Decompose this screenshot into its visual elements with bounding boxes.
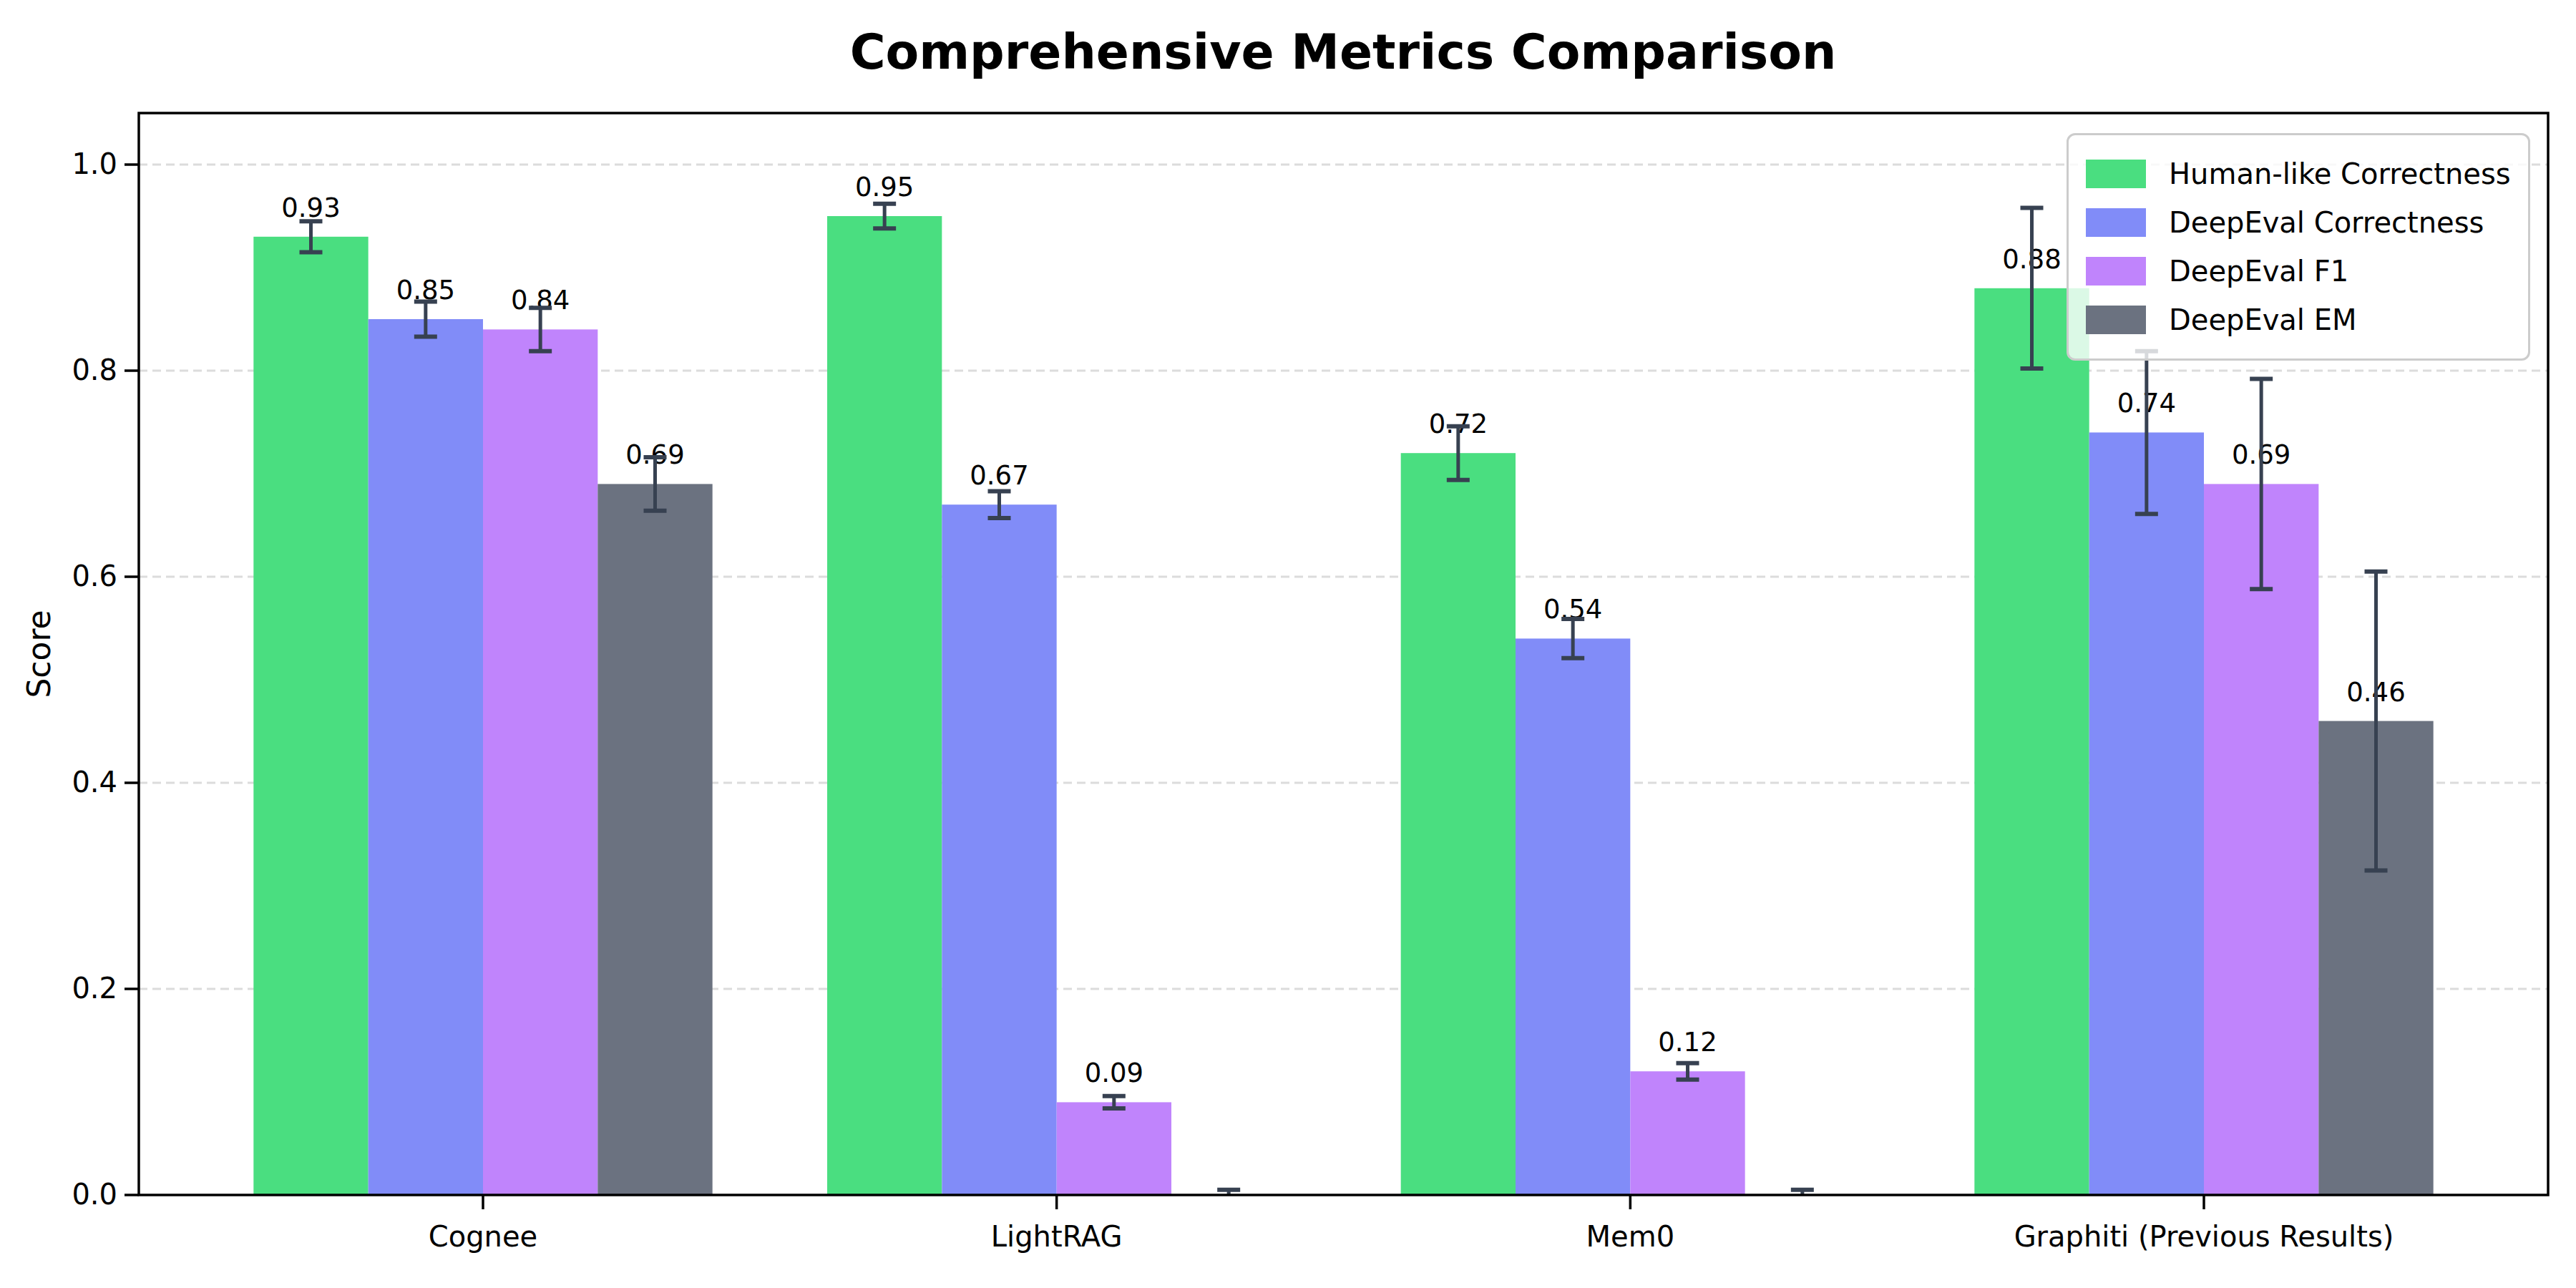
bar xyxy=(827,216,942,1195)
bar xyxy=(2089,432,2204,1195)
legend-label: DeepEval F1 xyxy=(2169,257,2348,286)
bar xyxy=(483,329,597,1195)
legend-item: DeepEval EM xyxy=(2086,306,2521,334)
bar xyxy=(253,237,368,1195)
chart-figure: 0.930.950.720.880.850.670.540.740.840.09… xyxy=(0,0,2576,1288)
legend-swatch xyxy=(2086,208,2146,237)
bar xyxy=(1974,288,2089,1195)
legend-label: DeepEval EM xyxy=(2169,306,2356,334)
legend-item: DeepEval Correctness xyxy=(2086,208,2521,237)
legend-item: DeepEval F1 xyxy=(2086,257,2521,286)
legend: Human-like Correctness DeepEval Correctn… xyxy=(2067,133,2530,361)
x-tick-label: Cognee xyxy=(429,1220,537,1253)
legend-swatch xyxy=(2086,257,2146,286)
legend-item: Human-like Correctness xyxy=(2086,160,2521,188)
legend-swatch xyxy=(2086,160,2146,188)
value-label: 0.67 xyxy=(970,460,1028,491)
value-label: 0.12 xyxy=(1658,1027,1717,1058)
legend-label: Human-like Correctness xyxy=(2169,160,2511,188)
y-tick-label: 0.0 xyxy=(72,1178,117,1211)
y-tick-label: 0.8 xyxy=(72,353,117,386)
x-tick-label: Graphiti (Previous Results) xyxy=(2014,1220,2394,1253)
y-axis-label: Score xyxy=(21,610,57,698)
y-tick-label: 1.0 xyxy=(72,147,117,180)
bars-layer xyxy=(253,216,2433,1195)
bar xyxy=(1401,453,1516,1195)
bar xyxy=(1057,1102,1171,1195)
chart-title: Comprehensive Metrics Comparison xyxy=(850,24,1837,80)
bar xyxy=(942,504,1056,1195)
y-tick-label: 0.2 xyxy=(72,972,117,1005)
value-label: 0.09 xyxy=(1085,1058,1143,1088)
bar xyxy=(1516,638,1630,1195)
bar xyxy=(369,319,483,1195)
value-label: 0.95 xyxy=(855,172,914,203)
y-tick-label: 0.6 xyxy=(72,560,117,592)
bar xyxy=(1630,1071,1745,1195)
bar xyxy=(597,484,712,1195)
legend-swatch xyxy=(2086,306,2146,334)
y-tick-label: 0.4 xyxy=(72,766,117,799)
x-tick-label: Mem0 xyxy=(1586,1220,1675,1253)
value-label: 0.93 xyxy=(281,192,340,223)
legend-label: DeepEval Correctness xyxy=(2169,208,2484,237)
x-tick-label: LightRAG xyxy=(991,1220,1123,1253)
